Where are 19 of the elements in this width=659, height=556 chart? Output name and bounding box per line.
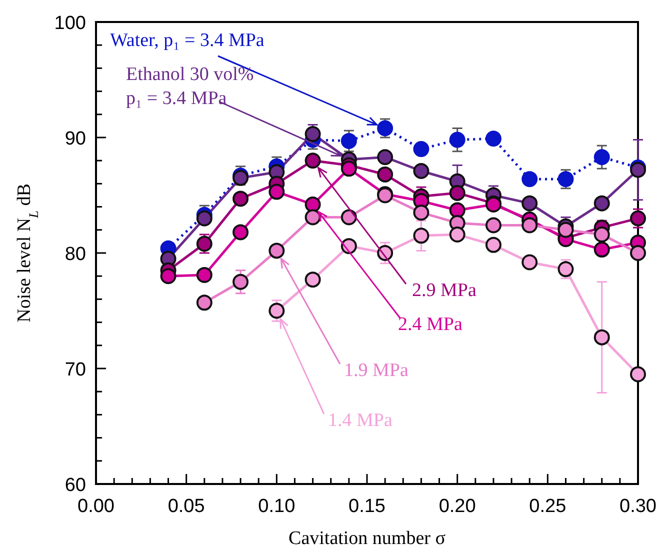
x-tick-label: 0.05	[168, 496, 205, 517]
x-tick-label: 0.00	[78, 496, 114, 517]
y-tick-label: 80	[64, 244, 86, 265]
x-tick-label: 0.15	[348, 496, 386, 517]
x-tick-label: 0.25	[529, 496, 566, 517]
y-tick-label: 60	[64, 475, 86, 496]
text: 1.4 MPa	[328, 410, 393, 431]
text: Water, p₁ = 3.4 MPa	[110, 30, 265, 51]
x-tick-label: 0.20	[438, 496, 476, 517]
text: 1.9 MPa	[344, 360, 409, 381]
text: 2.4 MPa	[398, 314, 463, 335]
y-tick-label: 90	[64, 128, 86, 150]
y-tick-label: 70	[64, 360, 86, 380]
x-tick-label: 0.10	[258, 496, 296, 517]
text: Ethanol 30 vol% p₁ = 3.4 MPa	[126, 64, 254, 109]
x-axis-title: Cavitation number σ	[288, 528, 446, 549]
text: 2.9 MPa	[412, 280, 477, 301]
x-tick-label: 0.30	[620, 496, 656, 517]
y-tick-label: 100	[54, 13, 86, 34]
